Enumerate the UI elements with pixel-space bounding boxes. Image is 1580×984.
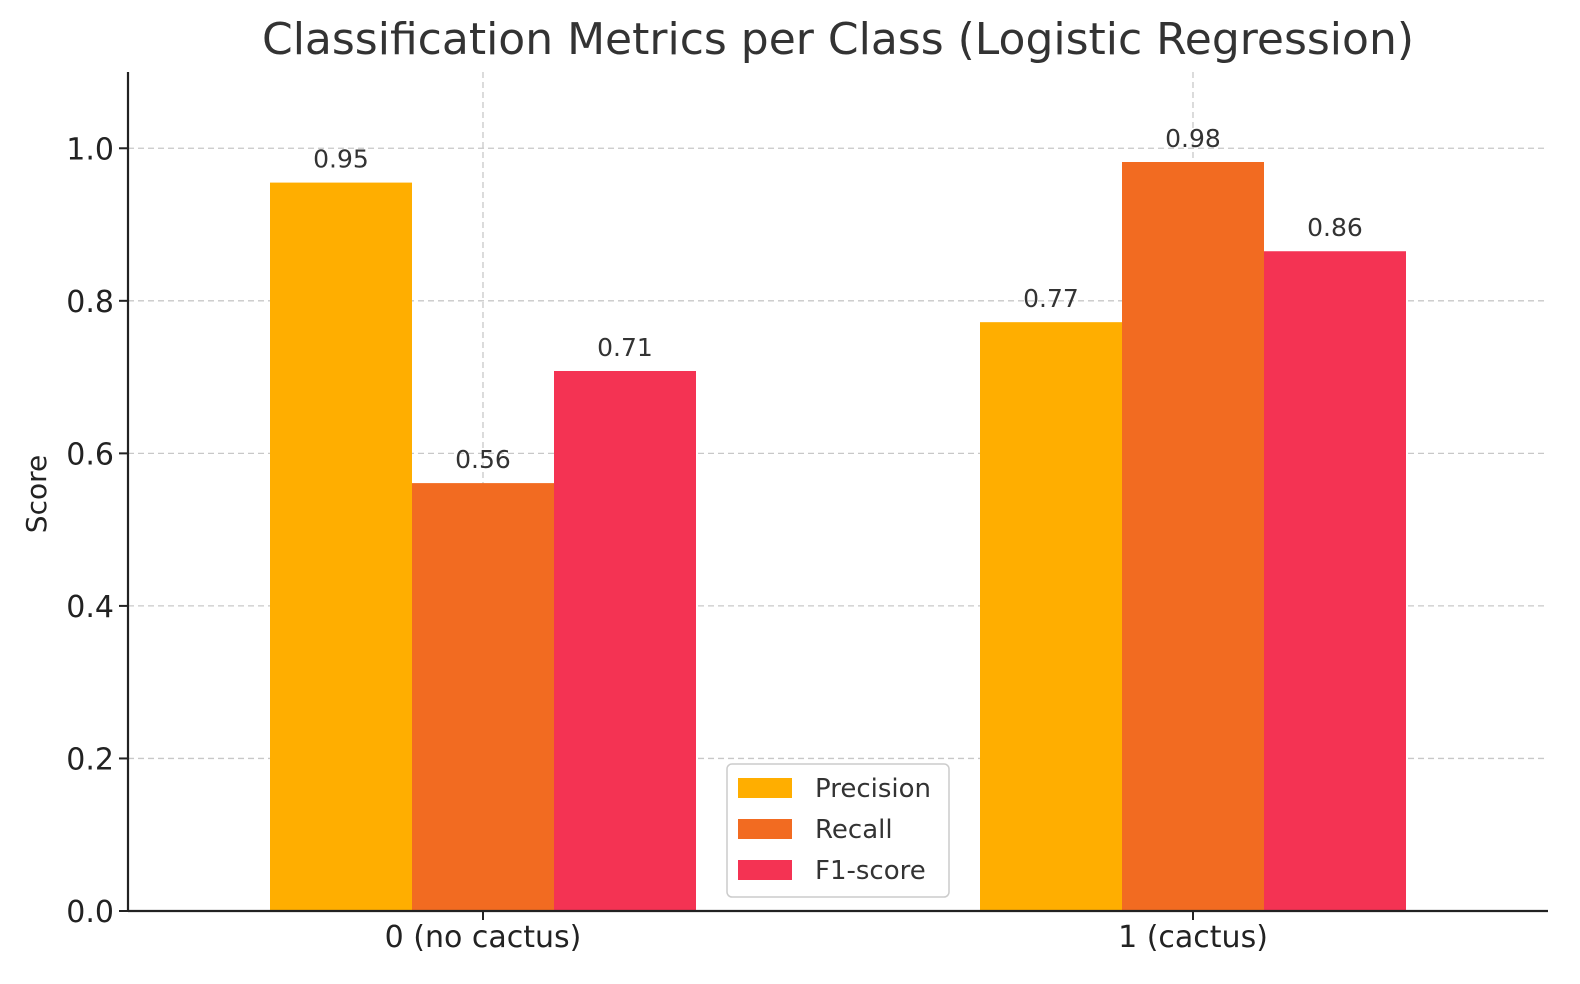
legend-label: F1-score <box>815 856 926 886</box>
legend-swatch <box>738 819 792 839</box>
y-axis-label: Score <box>20 455 53 533</box>
bar-layer <box>270 162 1406 911</box>
y-tick-label: 0.6 <box>66 437 114 472</box>
bar-value-label: 0.98 <box>1165 124 1221 153</box>
bar-value-label: 0.77 <box>1023 284 1079 313</box>
y-tick-label: 0.2 <box>66 742 114 777</box>
x-tick-label: 1 (cactus) <box>1118 920 1268 955</box>
label-layer: 0.0 0.2 0.4 0.6 0.8 1.0 0 (no cactus) 1 (cactus… <box>66 124 1363 955</box>
bar-value-label: 0.56 <box>455 445 511 474</box>
bar-precision <box>270 182 412 911</box>
bar-value-label: 0.71 <box>597 333 653 362</box>
bar-precision <box>980 322 1122 911</box>
bar-recall <box>412 483 554 911</box>
y-tick-label: 0.8 <box>66 285 114 320</box>
bar-recall <box>1122 162 1264 911</box>
legend: Precision Recall F1-score <box>726 763 950 898</box>
bar-value-label: 0.86 <box>1307 213 1363 242</box>
bar-f1-score <box>554 370 696 911</box>
y-tick-label: 0.4 <box>66 590 114 625</box>
legend-swatch <box>738 778 792 798</box>
chart-title: Classification Metrics per Class (Logist… <box>262 14 1414 65</box>
y-tick-label: 1.0 <box>66 132 114 167</box>
legend-swatch <box>738 860 792 880</box>
bar-f1-score <box>1264 251 1406 911</box>
axis-layer <box>119 72 1548 920</box>
bar-value-label: 0.95 <box>313 145 369 174</box>
legend-label: Precision <box>815 774 931 804</box>
y-tick-label: 0.0 <box>66 895 114 930</box>
x-tick-label: 0 (no cactus) <box>385 920 582 955</box>
legend-label: Recall <box>815 815 893 845</box>
